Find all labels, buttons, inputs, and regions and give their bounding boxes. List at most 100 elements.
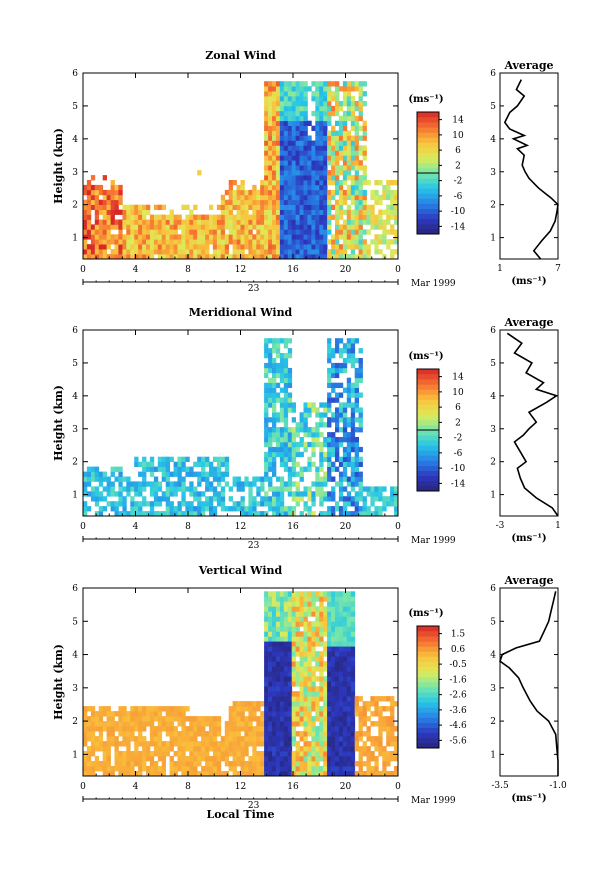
heatmap-cell bbox=[256, 751, 261, 757]
heatmap-cell bbox=[315, 180, 320, 186]
heatmap-cell bbox=[319, 189, 324, 196]
heatmap-cell bbox=[275, 601, 281, 607]
heatmap-cell bbox=[268, 481, 273, 487]
heatmap-cell bbox=[212, 254, 218, 260]
heatmap-cell bbox=[370, 491, 375, 497]
heatmap-cell bbox=[201, 466, 206, 472]
heatmap-cell bbox=[283, 402, 289, 408]
heatmap-cell bbox=[362, 511, 367, 517]
heatmap-cell bbox=[173, 214, 178, 220]
heatmap-cell bbox=[90, 716, 96, 722]
heatmap-cell bbox=[279, 412, 285, 418]
heatmap-cell bbox=[283, 756, 289, 762]
heatmap-cell bbox=[106, 746, 111, 752]
heatmap-cell bbox=[134, 244, 139, 250]
heatmap-cell bbox=[268, 506, 273, 512]
heatmap-cell bbox=[291, 115, 296, 122]
heatmap-cell bbox=[189, 239, 194, 245]
heatmap-cell bbox=[378, 180, 383, 186]
heatmap-cell bbox=[390, 486, 395, 492]
heatmap-cell bbox=[342, 412, 348, 418]
heatmap-cell bbox=[94, 239, 100, 245]
heatmap-cell bbox=[114, 491, 119, 497]
heatmap-cell bbox=[189, 746, 194, 752]
heatmap-cell bbox=[181, 224, 186, 230]
heatmap-cell bbox=[146, 481, 151, 487]
heatmap-cell bbox=[342, 641, 348, 647]
heatmap-cell bbox=[327, 199, 332, 205]
date-day-label: 23 bbox=[248, 541, 260, 551]
heatmap-cell bbox=[118, 486, 123, 492]
heatmap-cell bbox=[260, 731, 265, 737]
heatmap-cell bbox=[216, 471, 222, 477]
heatmap-cell bbox=[335, 392, 340, 398]
heatmap-cell bbox=[268, 681, 273, 687]
heatmap-cell bbox=[279, 229, 285, 235]
heatmap-cell bbox=[307, 661, 312, 667]
heatmap-cell bbox=[209, 214, 214, 220]
profile-y-tick-label: 1 bbox=[490, 234, 496, 244]
heatmap-cell bbox=[283, 219, 289, 225]
heatmap-cell bbox=[161, 234, 166, 240]
heatmap-cell bbox=[299, 140, 304, 146]
heatmap-cell bbox=[209, 496, 214, 502]
heatmap-cell bbox=[173, 224, 178, 230]
heatmap-cell bbox=[342, 716, 348, 722]
heatmap-cell bbox=[354, 244, 359, 250]
heatmap-cell bbox=[331, 751, 336, 757]
heatmap-cell bbox=[224, 746, 230, 752]
heatmap-cell bbox=[291, 621, 296, 627]
heatmap-cell bbox=[315, 631, 320, 637]
heatmap-cell bbox=[138, 234, 143, 240]
heatmap-cell bbox=[130, 486, 135, 492]
heatmap-cell bbox=[106, 476, 111, 482]
heatmap-cell bbox=[335, 671, 340, 677]
heatmap-cell bbox=[346, 338, 352, 344]
heatmap-cell bbox=[252, 496, 257, 502]
heatmap-cell bbox=[295, 175, 300, 181]
heatmap-cell bbox=[279, 244, 285, 250]
heatmap-cell bbox=[350, 209, 356, 215]
heatmap-cell bbox=[323, 120, 328, 126]
heatmap-cell bbox=[193, 239, 198, 245]
heatmap-cell bbox=[299, 466, 304, 472]
heatmap-cell bbox=[153, 511, 159, 517]
heatmap-cell bbox=[98, 249, 104, 255]
heatmap-cell bbox=[134, 761, 139, 767]
heatmap-cell bbox=[331, 135, 336, 141]
heatmap-cell bbox=[323, 731, 328, 737]
heatmap-cell bbox=[279, 491, 285, 497]
heatmap-cell bbox=[394, 746, 399, 752]
heatmap-cell bbox=[287, 741, 293, 747]
heatmap-cell bbox=[291, 219, 296, 225]
heatmap-cell bbox=[291, 120, 296, 126]
heatmap-cell bbox=[323, 170, 328, 176]
heatmap-cell bbox=[327, 701, 332, 707]
heatmap-cell bbox=[212, 766, 218, 772]
heatmap-cell bbox=[331, 631, 336, 637]
heatmap-cell bbox=[161, 476, 166, 482]
heatmap-cell bbox=[335, 224, 340, 230]
heatmap-cell bbox=[331, 140, 336, 146]
heatmap-cell bbox=[386, 751, 391, 757]
heatmap-cell bbox=[138, 486, 143, 492]
heatmap-cell bbox=[295, 160, 300, 166]
heatmap-cell bbox=[335, 451, 340, 458]
heatmap-cell bbox=[394, 209, 399, 215]
heatmap-cell bbox=[291, 671, 296, 677]
heatmap-cell bbox=[327, 616, 332, 622]
heatmap-cell bbox=[228, 224, 233, 230]
heatmap-cell bbox=[350, 731, 356, 737]
heatmap-cell bbox=[256, 511, 261, 517]
heatmap-cell bbox=[149, 711, 155, 717]
heatmap-cell bbox=[346, 511, 352, 517]
heatmap-cell bbox=[299, 427, 304, 433]
heatmap-cell bbox=[142, 721, 147, 727]
heatmap-cell bbox=[275, 165, 281, 171]
heatmap-cell bbox=[311, 160, 316, 166]
heatmap-cell bbox=[346, 155, 352, 161]
heatmap-cell bbox=[307, 412, 312, 418]
heatmap-cell bbox=[354, 115, 359, 122]
heatmap-cell bbox=[350, 86, 356, 92]
heatmap-cell bbox=[283, 86, 289, 92]
